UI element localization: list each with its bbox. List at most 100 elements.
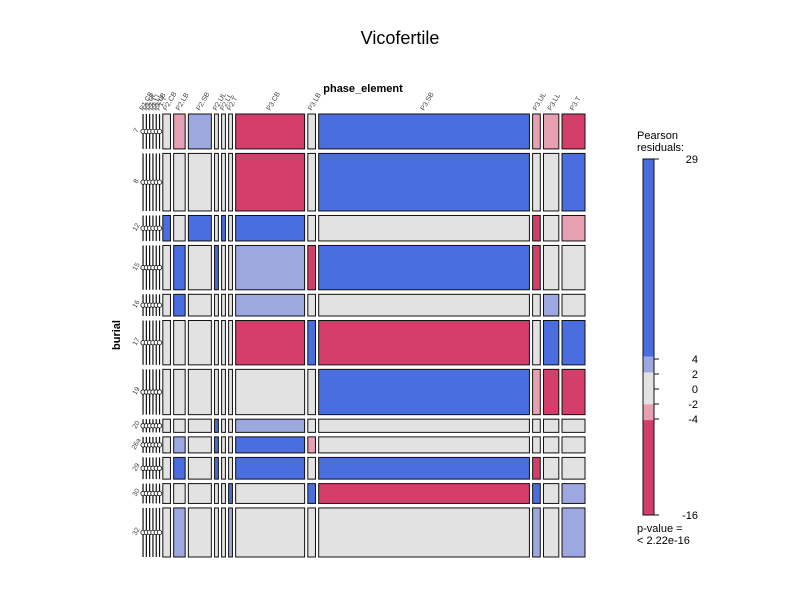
row-label: 12 xyxy=(132,222,142,232)
mosaic-tile xyxy=(228,244,233,291)
mosaic-tile xyxy=(162,368,171,416)
mosaic-tile xyxy=(561,113,586,150)
residual-legend: Pearson residuals: 29 4 2 0 -2 -4 -16 p-value … xyxy=(637,130,698,547)
mosaic-tile xyxy=(318,113,530,150)
mosaic-tile xyxy=(235,418,306,433)
mosaic-zero-marker xyxy=(156,490,163,497)
mosaic-tile xyxy=(228,152,233,212)
mosaic-tile xyxy=(214,456,219,480)
mosaic-tile xyxy=(162,456,171,480)
mosaic-tile xyxy=(187,456,212,480)
mosaic-tile xyxy=(173,368,186,416)
mosaic-zero-marker xyxy=(156,179,163,185)
mosaic-tile xyxy=(228,456,233,480)
mosaic-tile xyxy=(307,507,316,558)
p-value-line1: p-value = xyxy=(637,523,683,535)
mosaic-tile xyxy=(221,214,226,242)
mosaic-tile xyxy=(162,436,171,454)
legend-tick-label: 0 xyxy=(692,384,698,396)
mosaic-tile xyxy=(561,244,586,291)
mosaic-tile xyxy=(307,293,316,317)
mosaic-zero-marker xyxy=(156,265,163,271)
mosaic-tile xyxy=(221,507,226,558)
mosaic-tile xyxy=(173,214,186,242)
legend-tick-label: -2 xyxy=(688,399,698,411)
mosaic-tile xyxy=(532,456,541,480)
legend-tick-label: -16 xyxy=(682,510,698,522)
mosaic-tile xyxy=(307,483,316,504)
mosaic-tile xyxy=(235,244,306,291)
mosaic-tile xyxy=(187,214,212,242)
mosaic-tile xyxy=(235,293,306,317)
mosaic-tile xyxy=(173,113,186,150)
row-labels: 7 8 12 15 16 17 19 20 26a 29 30 32 xyxy=(131,127,143,537)
mosaic-tile xyxy=(187,293,212,317)
mosaic-tile xyxy=(187,507,212,558)
mosaic-tile xyxy=(162,507,171,558)
row-label: 7 xyxy=(133,127,141,134)
legend-ticks: 29 4 2 0 -2 -4 -16 xyxy=(654,154,698,522)
row-label: 30 xyxy=(132,488,142,498)
mosaic-tile xyxy=(221,244,226,291)
mosaic-tile xyxy=(173,456,186,480)
mosaic-tile xyxy=(235,436,306,454)
column-label: P3.LL xyxy=(547,93,562,112)
mosaic-tile xyxy=(561,456,586,480)
mosaic-tile xyxy=(214,436,219,454)
mosaic-tile xyxy=(187,483,212,504)
mosaic-tile xyxy=(318,293,530,317)
mosaic-tile xyxy=(561,418,586,433)
mosaic-tile xyxy=(228,214,233,242)
mosaic-zero-marker xyxy=(156,128,163,135)
chart-title: Vicofertile xyxy=(361,28,440,48)
mosaic-tile xyxy=(187,152,212,212)
column-label: P3.SB xyxy=(420,91,436,112)
column-label: P2.SB xyxy=(196,91,212,112)
mosaic-tile xyxy=(532,483,541,504)
mosaic-tile xyxy=(228,436,233,454)
legend-color-bar xyxy=(642,158,655,516)
mosaic-tile xyxy=(561,214,586,242)
mosaic-tile xyxy=(228,507,233,558)
mosaic-tile xyxy=(318,436,530,454)
mosaic-tile xyxy=(187,320,212,366)
row-label: 29 xyxy=(132,462,142,472)
mosaic-tile xyxy=(542,113,560,150)
legend-title-line1: Pearson xyxy=(637,130,678,142)
mosaic-tile xyxy=(307,368,316,416)
mosaic-tile xyxy=(542,483,560,504)
mosaic-tile xyxy=(532,214,541,242)
mosaic-tile xyxy=(228,293,233,317)
legend-title-line2: residuals: xyxy=(637,142,684,154)
mosaic-tile xyxy=(221,113,226,150)
x-axis-title: phase_element xyxy=(323,83,403,95)
mosaic-tile xyxy=(318,152,530,212)
mosaic-tile xyxy=(228,368,233,416)
legend-tick-label: 4 xyxy=(692,354,698,366)
mosaic-zero-marker xyxy=(156,529,163,536)
mosaic-tile xyxy=(542,214,560,242)
mosaic-zero-marker xyxy=(156,465,163,471)
mosaic-tile xyxy=(561,483,586,504)
mosaic-tile xyxy=(532,368,541,416)
mosaic-zero-marker xyxy=(156,340,163,346)
mosaic-tile xyxy=(162,152,171,212)
mosaic-zero-marker xyxy=(156,225,163,231)
mosaic-zero-marker xyxy=(156,389,163,395)
mosaic-tile xyxy=(173,483,186,504)
mosaic-tile xyxy=(235,214,306,242)
legend-band xyxy=(643,372,654,405)
row-label: 32 xyxy=(132,527,142,537)
mosaic-tile xyxy=(307,436,316,454)
mosaic-tile xyxy=(221,456,226,480)
row-label: 15 xyxy=(132,262,142,272)
mosaic-tile xyxy=(318,483,530,504)
row-label: 26a xyxy=(131,437,143,451)
mosaic-zero-marker xyxy=(156,423,163,429)
mosaic-tile xyxy=(235,368,306,416)
mosaic-tile xyxy=(221,483,226,504)
legend-bar-frame xyxy=(642,158,655,516)
column-label: P3.CB xyxy=(266,91,282,112)
mosaic-tile xyxy=(162,418,171,433)
mosaic-tile xyxy=(542,293,560,317)
